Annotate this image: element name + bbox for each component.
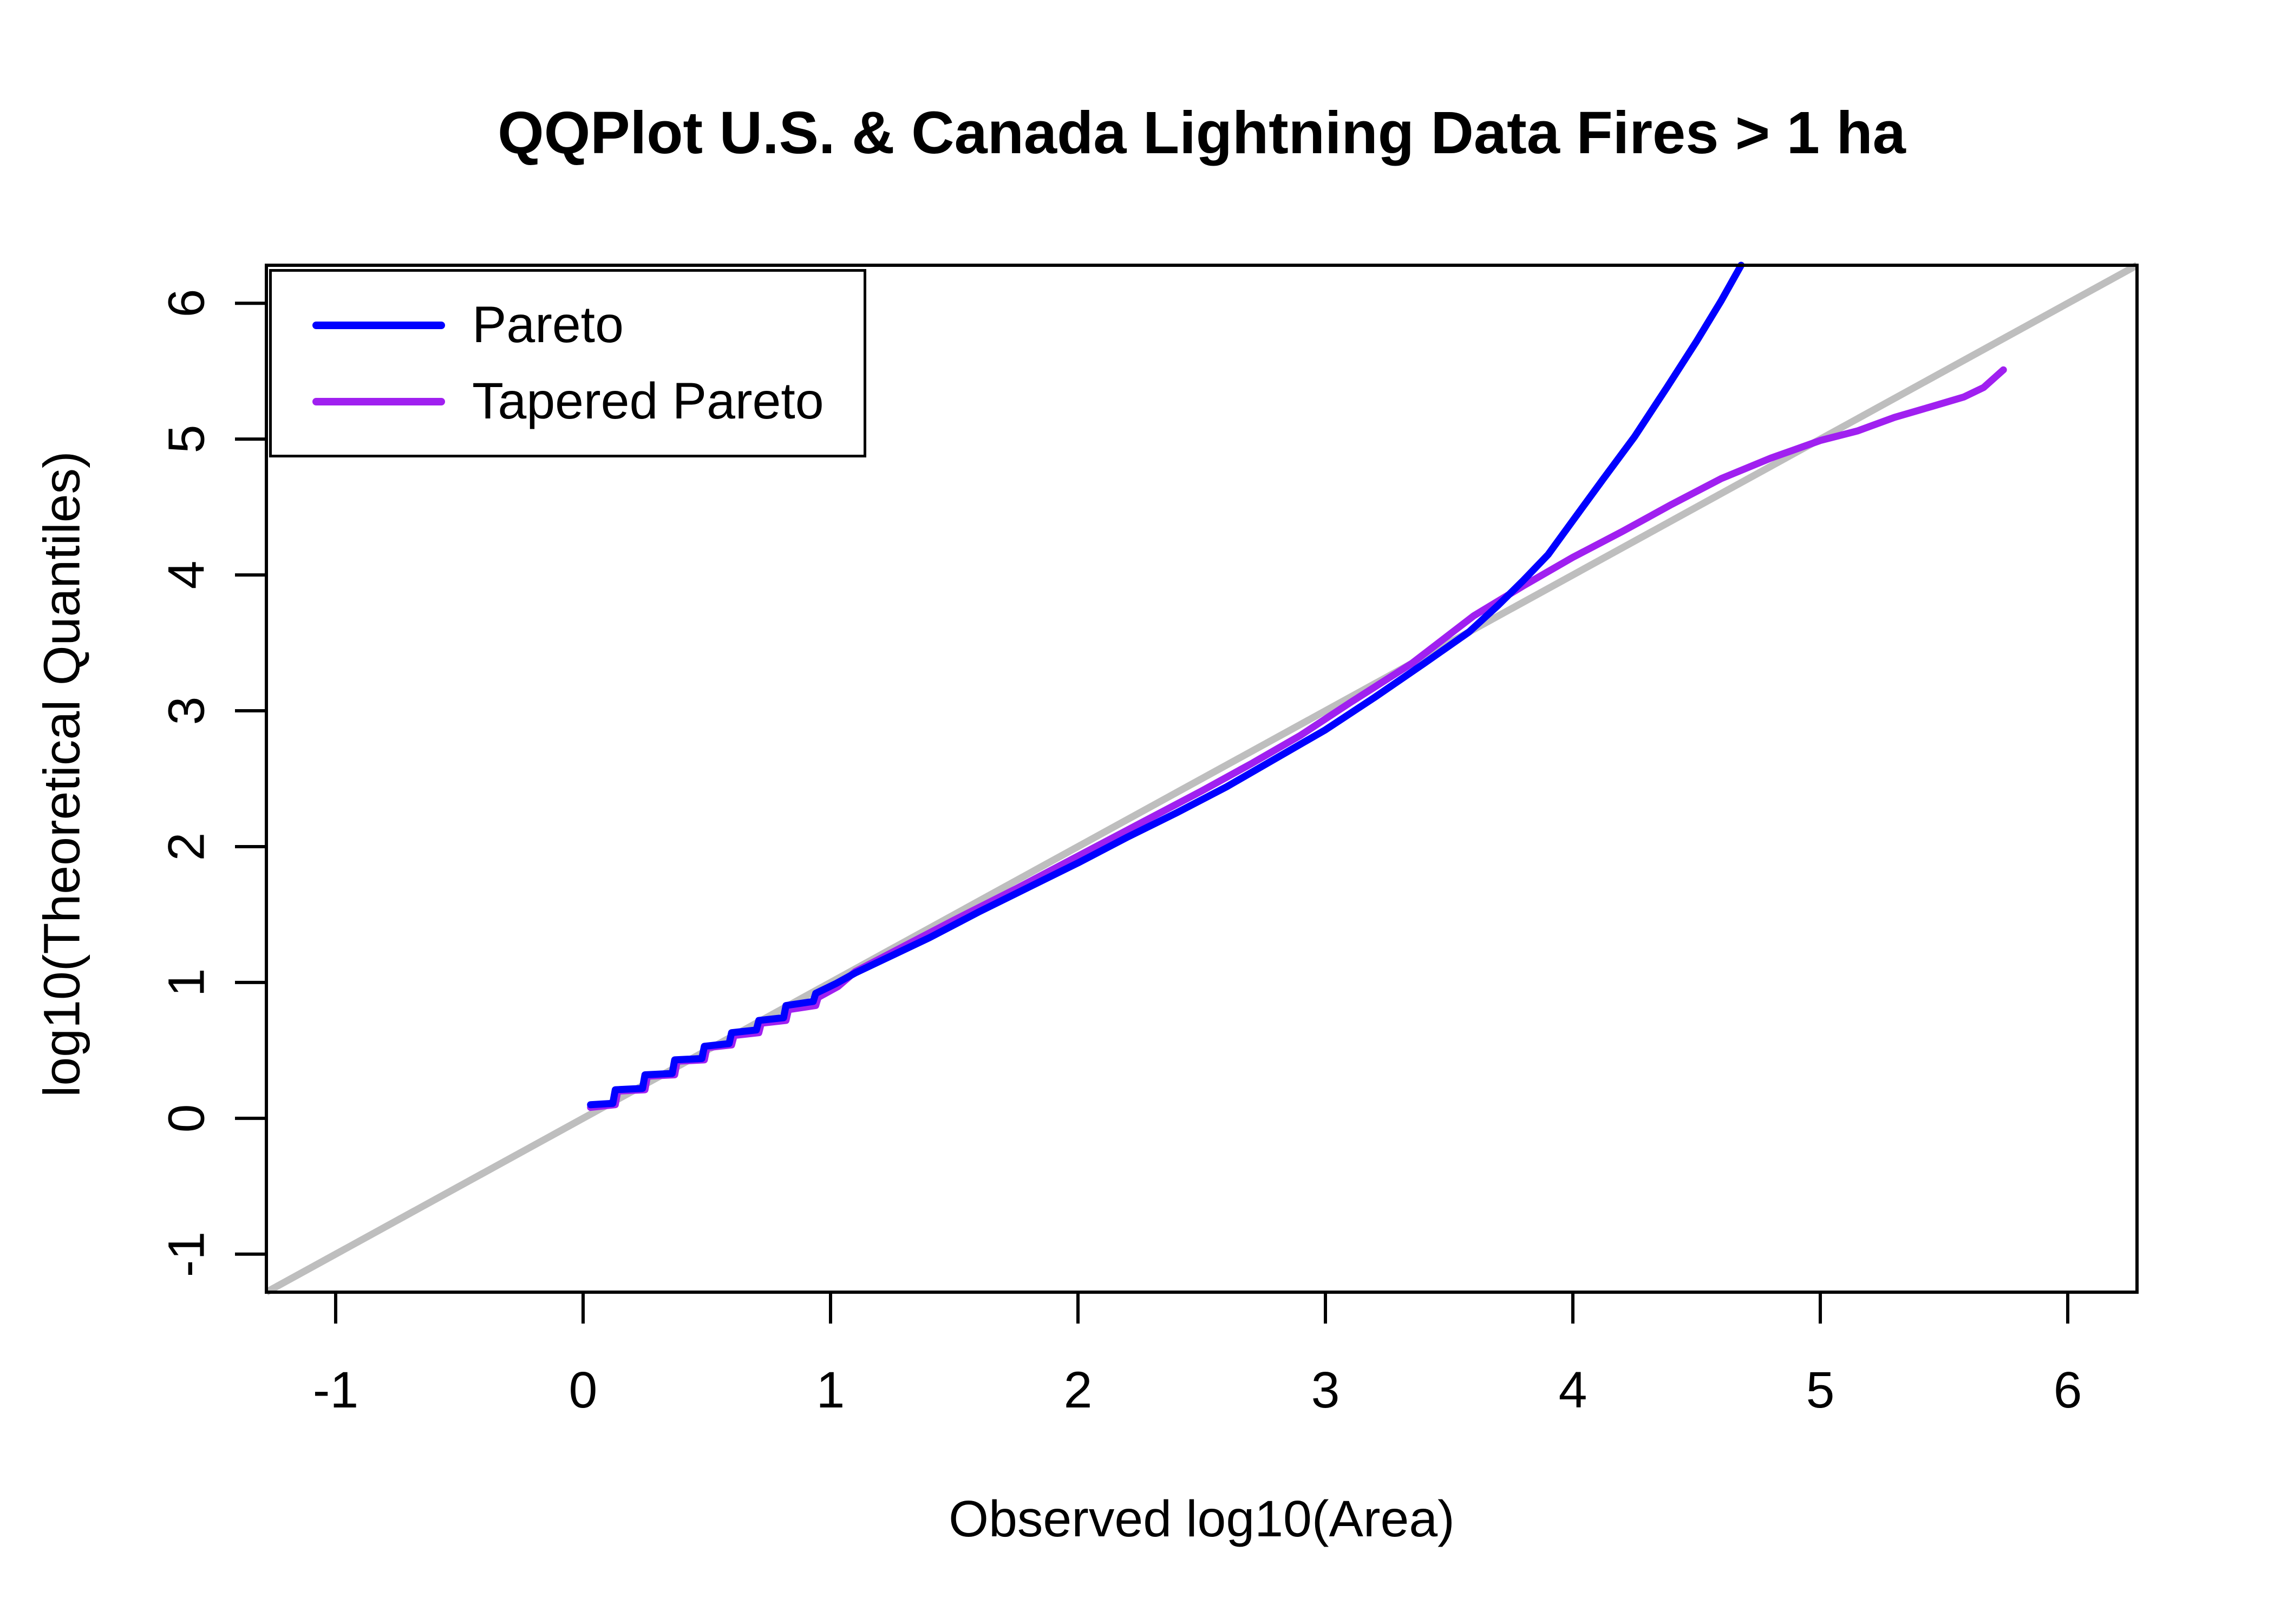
y-axis-title: log10(Theoretical Quantiles)	[33, 451, 91, 1097]
x-tick-label: 0	[568, 1361, 598, 1419]
y-tick-label-text: -1	[158, 1231, 215, 1277]
tapered-pareto-line-sample	[312, 397, 445, 405]
legend-item-tapered-pareto: Tapered Pareto	[272, 372, 864, 431]
plot-frame	[265, 264, 2139, 1294]
x-tick-label: 2	[1063, 1361, 1093, 1419]
legend-item-pareto: Pareto	[272, 296, 864, 355]
x-tick-label: -1	[312, 1361, 359, 1419]
y-tick-label-text: 1	[158, 968, 215, 997]
x-tick-label: 1	[816, 1361, 845, 1419]
y-tick-label-text: 2	[158, 832, 215, 861]
x-tick-label: 4	[1558, 1361, 1587, 1419]
y-tick-label-text: 3	[158, 696, 215, 725]
pareto-line-sample	[312, 321, 445, 329]
y-tick-label-text: 4	[158, 560, 215, 590]
legend-label-tapered-pareto: Tapered Pareto	[472, 372, 824, 430]
y-tick-label-text: 0	[158, 1104, 215, 1133]
y-tick-label-text: 6	[158, 289, 215, 318]
legend-label-pareto: Pareto	[472, 296, 624, 353]
chart-title: QQPlot U.S. & Canada Lightning Data Fire…	[498, 100, 1906, 166]
pareto-curve	[587, 261, 1745, 1109]
x-tick-label: 3	[1311, 1361, 1340, 1419]
x-tick-label: 6	[2053, 1361, 2082, 1419]
x-axis-title: Observed log10(Area)	[949, 1490, 1455, 1548]
y-tick-label-text: 5	[158, 424, 215, 454]
x-tick-label: 5	[1806, 1361, 1835, 1419]
legend-box: Pareto Tapered Pareto	[269, 269, 866, 457]
